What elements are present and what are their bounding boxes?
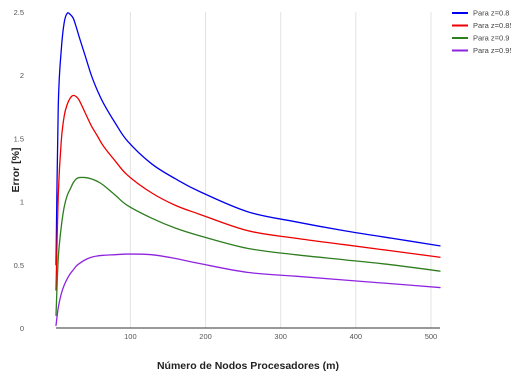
x-tick-label: 200 [199, 332, 212, 341]
x-tick-label: 100 [124, 332, 137, 341]
series-line-para-z-0-9 [55, 176, 441, 317]
y-tick-label: 0.5 [14, 261, 24, 270]
legend-label: Para z=0.9 [473, 34, 509, 43]
x-tick-label: 400 [350, 332, 363, 341]
legend-item: Para z=0.9 [452, 34, 509, 43]
series-line-para-z-0-8 [55, 12, 441, 266]
y-tick-label: 1 [20, 198, 24, 207]
y-tick-label: 0 [20, 324, 24, 333]
series-line-para-z-0-95 [55, 253, 441, 327]
legend-label: Para z=0.8 [473, 9, 509, 18]
legend-label: Para z=0.95 [473, 46, 511, 55]
legend-item: Para z=0.95 [452, 46, 511, 55]
y-tick-label: 2 [20, 71, 24, 80]
gridlines [129, 12, 432, 328]
legend-item: Para z=0.8 [452, 9, 509, 18]
y-tick-label: 2.5 [14, 8, 24, 17]
series-line-para-z-0-85 [55, 94, 441, 291]
x-tick-label: 500 [425, 332, 438, 341]
y-axis-tick-labels: 0 0.5 1 1.5 2 2.5 [14, 8, 24, 333]
legend-label: Para z=0.85 [473, 21, 511, 30]
y-axis-title: Error [%] [10, 148, 22, 193]
y-tick-label: 1.5 [14, 134, 24, 143]
x-tick-label: 300 [274, 332, 287, 341]
series-lines [55, 12, 441, 327]
x-axis-title: Número de Nodos Procesadores (m) [157, 360, 339, 372]
legend-item: Para z=0.85 [452, 21, 511, 30]
x-axis-tick-labels: 100 200 300 400 500 [124, 332, 437, 341]
legend: Para z=0.8 Para z=0.85 Para z=0.9 Para z=0.… [452, 9, 511, 55]
